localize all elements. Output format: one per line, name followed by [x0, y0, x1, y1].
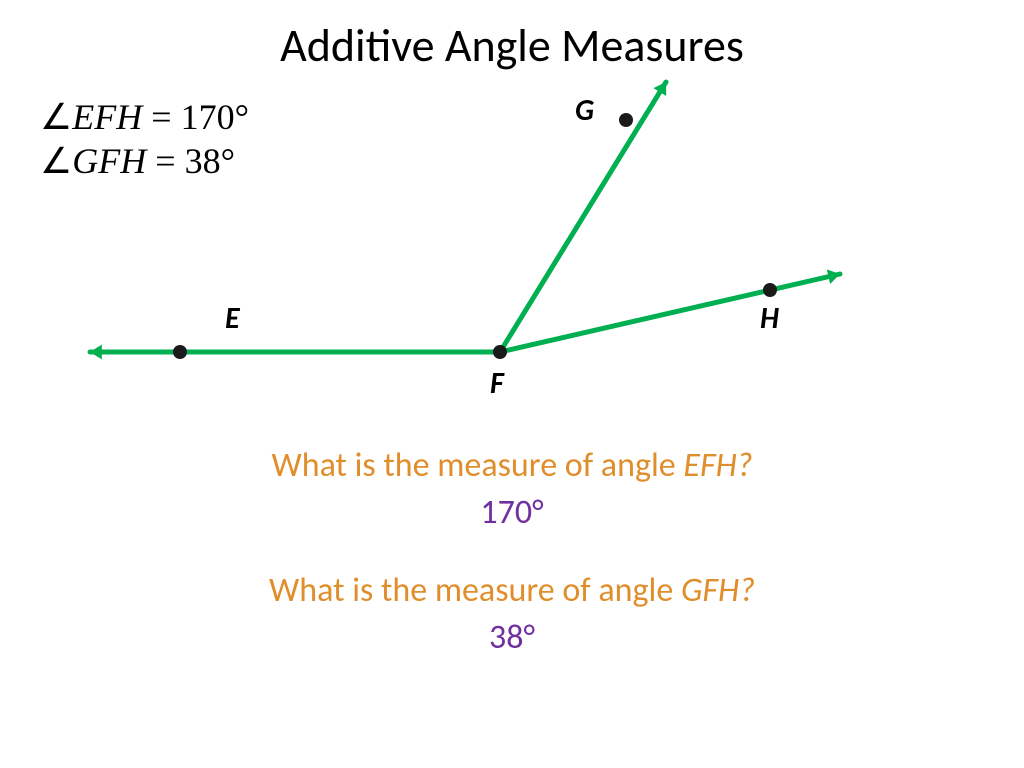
point-label-e: E: [225, 300, 240, 337]
answer-2: 38°: [0, 617, 1024, 658]
question-2: What is the measure of angle GFH?: [0, 570, 1024, 611]
question-1: What is the measure of angle EFH?: [0, 445, 1024, 486]
angle-diagram: [0, 0, 1024, 440]
point-label-h: H: [760, 300, 779, 337]
answer-1: 170°: [0, 492, 1024, 533]
point-label-g: G: [575, 92, 594, 129]
point-label-f: F: [490, 365, 504, 402]
